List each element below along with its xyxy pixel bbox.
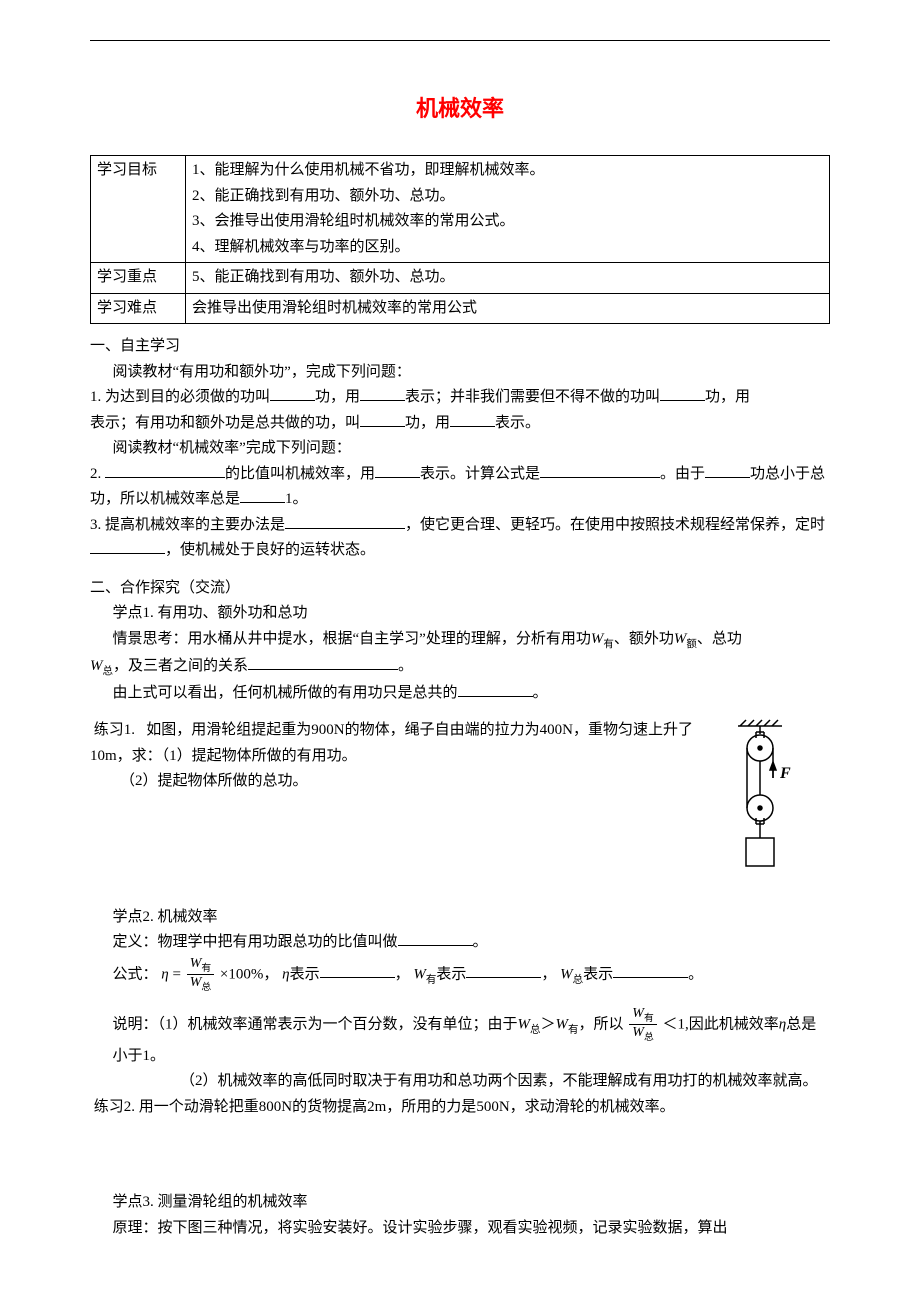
meta-label: 学习重点 [91, 263, 186, 294]
meta-content: 1、能理解为什么使用机械不省功，即理解机械效率。 2、能正确找到有用功、额外功、… [186, 156, 830, 263]
body-content: 一、自主学习 阅读教材“有用功和额外功”，完成下列问题： 1. 为达到目的必须做… [90, 334, 830, 1241]
formula-line: 公式： η = W有 W总 ×100%， η表示， W有表示， W总表示。 [90, 956, 830, 994]
meta-content: 会推导出使用滑轮组时机械效率的常用公式 [186, 293, 830, 324]
study-point-title: 学点1. 有用功、额外功和总功 [90, 601, 830, 627]
exercise-1-cont: 10m，求：（1）提起物体所做的有用功。 [90, 744, 830, 770]
meta-label: 学习难点 [91, 293, 186, 324]
study-point-title: 学点3. 测量滑轮组的机械效率 [90, 1190, 830, 1216]
question-1: 1. 为达到目的必须做的功叫功，用表示；并非我们需要但不得不做的功叫功，用 [90, 385, 830, 411]
page-title: 机械效率 [90, 90, 830, 127]
reading-prompt: 阅读教材“有用功和额外功”，完成下列问题： [90, 360, 830, 386]
table-row: 学习重点 5、能正确找到有用功、额外功、总功。 [91, 263, 830, 294]
meta-content: 5、能正确找到有用功、额外功、总功。 [186, 263, 830, 294]
section-heading: 一、自主学习 [90, 334, 830, 360]
meta-label: 学习目标 [91, 156, 186, 263]
meta-table: 学习目标 1、能理解为什么使用机械不省功，即理解机械效率。 2、能正确找到有用功… [90, 155, 830, 324]
note-2: （2）机械效率的高低同时取决于有用功和总功两个因素，不能理解成有用功打的机械效率… [90, 1069, 830, 1095]
definition-line: 定义：物理学中把有用功跟总功的比值叫做。 [90, 930, 830, 956]
pulley-diagram: F [730, 718, 800, 888]
table-row: 学习目标 1、能理解为什么使用机械不省功，即理解机械效率。 2、能正确找到有用功… [91, 156, 830, 263]
reading-prompt: 阅读教材“机械效率”完成下列问题： [90, 436, 830, 462]
study-point-title: 学点2. 机械效率 [90, 905, 830, 931]
question-3: 3. 提高机械效率的主要办法是，使它更合理、更轻巧。在使用中按照技术规程经常保养… [90, 513, 830, 564]
section-heading: 二、合作探究（交流） [90, 576, 830, 602]
scenario-line: 情景思考：用水桶从井中提水，根据“自主学习”处理的理解，分析有用功W有、额外功W… [90, 627, 830, 654]
question-2: 2. 的比值叫机械效率，用表示。计算公式是。由于功总小于总功，所以机械效率总是1… [90, 462, 830, 513]
question-1-cont: 表示；有用功和额外功是总共做的功，叫功，用表示。 [90, 411, 830, 437]
exercise-1: 练习1. 如图，用滑轮组提起重为900N的物体，绳子自由端的拉力为400N，重物… [90, 718, 830, 744]
exercise-1-q2: （2）提起物体所做的总功。 [90, 769, 830, 795]
note-1: 说明：（1）机械效率通常表示为一个百分数，没有单位；由于W总＞W有，所以 W有 … [90, 1006, 830, 1070]
header-rule [90, 40, 830, 41]
conclusion-line: 由上式可以看出，任何机械所做的有用功只是总共的。 [90, 681, 830, 707]
table-row: 学习难点 会推导出使用滑轮组时机械效率的常用公式 [91, 293, 830, 324]
force-label: F [779, 765, 791, 782]
exercise-2: 练习2. 用一个动滑轮把重800N的货物提高2m，所用的力是500N，求动滑轮的… [90, 1095, 830, 1121]
principle-line: 原理：按下图三种情况，将实验安装好。设计实验步骤，观看实验视频，记录实验数据，算… [90, 1216, 830, 1242]
exercise-1-block: F 练习1. 如图，用滑轮组提起重为900N的物体，绳子自由端的拉力为400N，… [90, 718, 830, 905]
scenario-line-cont: W总，及三者之间的关系。 [90, 654, 830, 681]
